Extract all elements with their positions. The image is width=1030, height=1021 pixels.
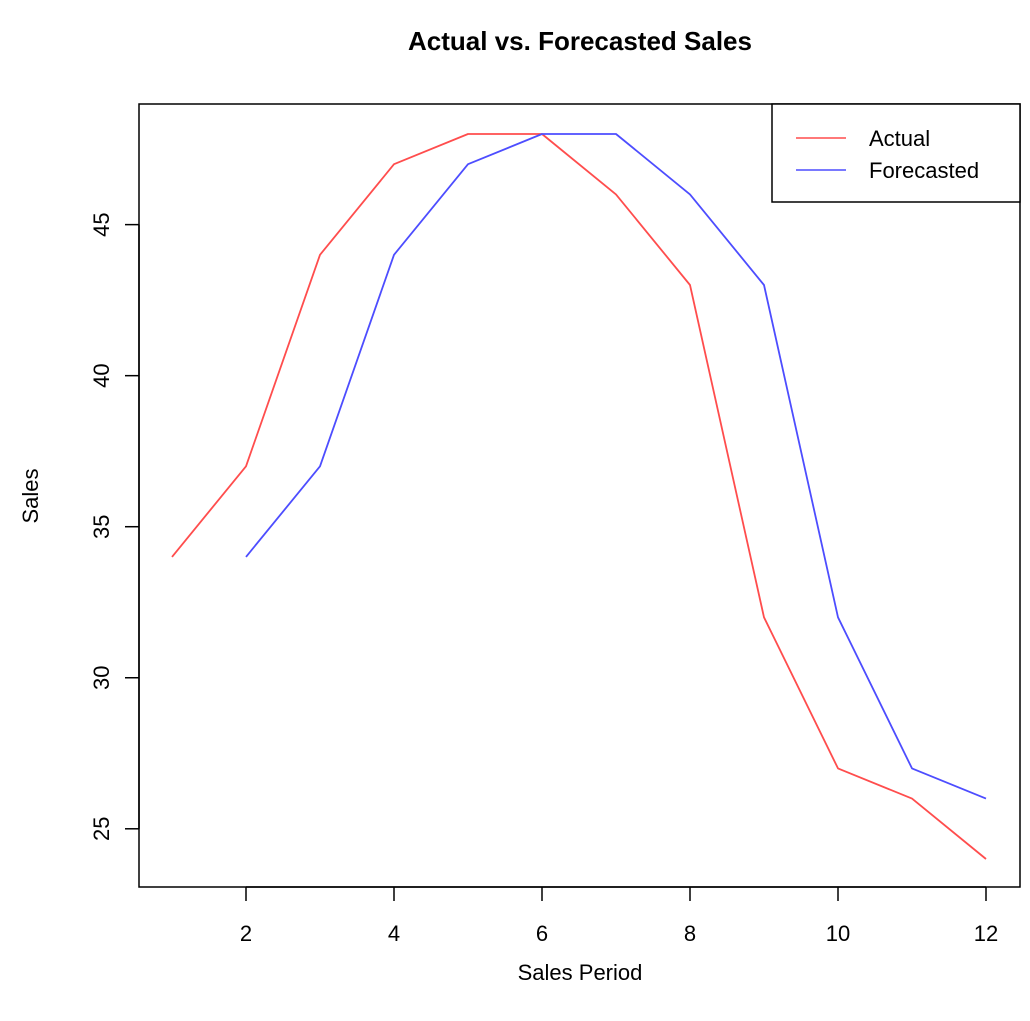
plot-frame (138, 103, 1021, 888)
legend-box (771, 103, 1021, 203)
y-tick-label: 40 (89, 363, 114, 387)
x-tick-label: 10 (826, 921, 850, 946)
y-tick-label: 25 (89, 817, 114, 841)
x-tick-label: 4 (388, 921, 400, 946)
y-tick-label: 45 (89, 212, 114, 236)
x-tick-label: 12 (974, 921, 998, 946)
legend: Actual Forecasted (771, 103, 1021, 203)
y-axis-label: Sales (18, 468, 43, 523)
legend-label-forecasted: Forecasted (869, 158, 979, 183)
y-tick-label: 30 (89, 666, 114, 690)
x-axis: 2 4 6 8 10 12 (240, 886, 998, 946)
x-axis-label: Sales Period (518, 960, 643, 985)
x-tick-label: 2 (240, 921, 252, 946)
series-layer (171, 133, 987, 860)
y-axis: 25 30 35 40 45 (89, 212, 140, 841)
legend-label-actual: Actual (869, 126, 930, 151)
x-tick-label: 8 (684, 921, 696, 946)
series-line-forecasted (245, 133, 987, 800)
series-line-actual (171, 133, 987, 860)
y-tick-label: 35 (89, 514, 114, 538)
chart-title: Actual vs. Forecasted Sales (408, 26, 752, 56)
x-tick-label: 6 (536, 921, 548, 946)
